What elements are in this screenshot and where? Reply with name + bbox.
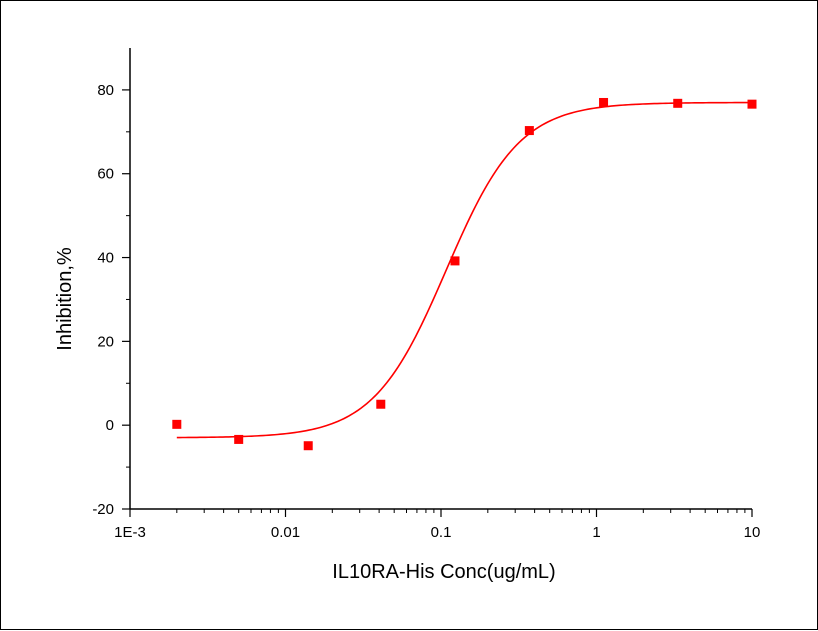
y-tick-label: 60 — [97, 166, 114, 183]
data-point — [747, 99, 757, 109]
data-points-layer — [172, 97, 757, 451]
x-axis-ticks: 1E-3 0.01 0.1 1 10 — [114, 509, 760, 541]
x-tick-label: 10 — [744, 524, 761, 541]
x-tick-label: 1 — [592, 524, 600, 541]
axes — [129, 48, 752, 510]
y-axis-title: Inhibition,% — [54, 247, 76, 351]
y-tick-label: 0 — [106, 417, 114, 434]
y-axis-ticks: -20 0 20 40 60 80 — [92, 82, 130, 518]
data-point — [599, 97, 609, 107]
x-axis-title: IL10RA-His Conc(ug/mL) — [332, 561, 555, 583]
fit-curve-layer — [176, 101, 753, 439]
x-tick-label: 0.01 — [271, 524, 300, 541]
data-point — [303, 441, 313, 451]
x-tick-label: 1E-3 — [114, 524, 146, 541]
data-point — [450, 256, 460, 266]
y-tick-label: 40 — [97, 250, 114, 267]
y-tick-label: 20 — [97, 333, 114, 350]
data-point — [172, 419, 182, 429]
data-point — [673, 98, 683, 108]
data-point — [524, 126, 534, 136]
fit-curve — [176, 101, 753, 439]
y-tick-label: -20 — [92, 501, 114, 518]
x-tick-label: 0.1 — [431, 524, 452, 541]
data-point — [234, 434, 244, 444]
data-point — [376, 399, 386, 409]
y-tick-label: 80 — [97, 82, 114, 99]
